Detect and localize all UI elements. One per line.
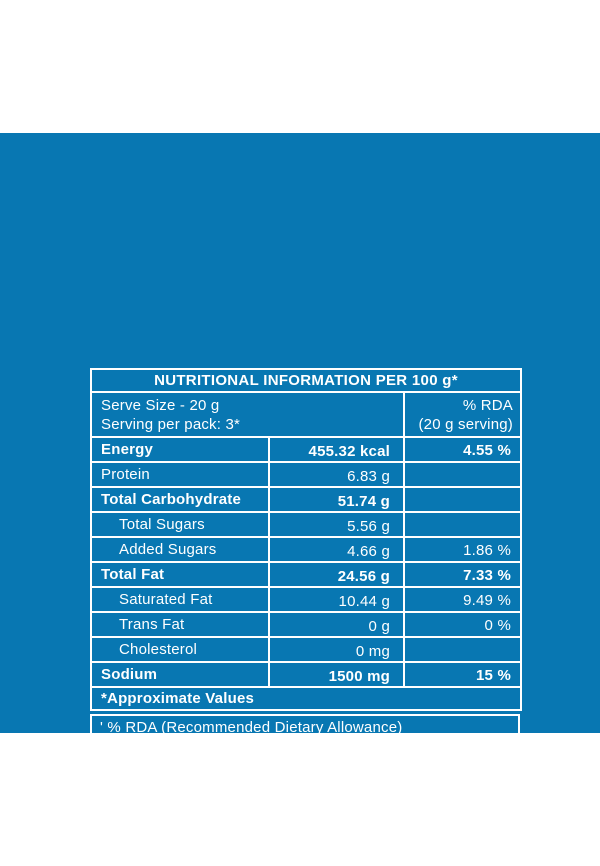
approximate-values-text: *Approximate Values	[90, 686, 522, 711]
row-protein: Protein 6.83 g	[90, 461, 522, 488]
rda-header-line2: (20 g serving)	[418, 415, 513, 433]
total-carbohydrate-rda	[403, 486, 522, 513]
row-sodium: Sodium 1500 mg 15 %	[90, 661, 522, 688]
total-fat-label: Total Fat	[90, 561, 270, 588]
blue-panel: NUTRITIONAL INFORMATION PER 100 g* Serve…	[0, 133, 600, 761]
total-fat-value: 24.56 g	[268, 561, 405, 588]
trans-fat-rda: 0 %	[403, 611, 522, 638]
rda-footnote-box: ' % RDA (Recommended Dietary Allowance) …	[90, 714, 520, 761]
energy-rda: 4.55 %	[403, 436, 522, 463]
rda-footnote-line2: values based on 2000 kcal diet.	[100, 738, 317, 755]
added-sugars-rda: 1.86 %	[403, 536, 522, 563]
energy-label: Energy	[90, 436, 270, 463]
row-energy: Energy 455.32 kcal 4.55 %	[90, 436, 522, 463]
serve-size-text: Serve Size - 20 g	[101, 396, 220, 414]
row-saturated-fat: Saturated Fat 10.44 g 9.49 %	[90, 586, 522, 613]
protein-value: 6.83 g	[268, 461, 405, 488]
total-sugars-label: Total Sugars	[90, 511, 270, 538]
row-cholesterol: Cholesterol 0 mg	[90, 636, 522, 663]
sodium-label: Sodium	[90, 661, 270, 688]
sodium-rda: 15 %	[403, 661, 522, 688]
nutrition-table: NUTRITIONAL INFORMATION PER 100 g* Serve…	[90, 368, 522, 711]
total-carbohydrate-label: Total Carbohydrate	[90, 486, 270, 513]
row-total-fat: Total Fat 24.56 g 7.33 %	[90, 561, 522, 588]
saturated-fat-label: Saturated Fat	[90, 586, 270, 613]
rda-header-line1: % RDA	[462, 396, 513, 414]
table-title-row: NUTRITIONAL INFORMATION PER 100 g*	[90, 368, 522, 393]
added-sugars-label: Added Sugars	[90, 536, 270, 563]
added-sugars-value: 4.66 g	[268, 536, 405, 563]
protein-rda	[403, 461, 522, 488]
cholesterol-rda	[403, 636, 522, 663]
total-sugars-rda	[403, 511, 522, 538]
serving-per-pack-text: Serving per pack: 3*	[101, 415, 241, 433]
row-total-carbohydrate: Total Carbohydrate 51.74 g	[90, 486, 522, 513]
protein-label: Protein	[90, 461, 270, 488]
row-trans-fat: Trans Fat 0 g 0 %	[90, 611, 522, 638]
saturated-fat-value: 10.44 g	[268, 586, 405, 613]
serve-info-row: Serve Size - 20 g Serving per pack: 3* %…	[90, 391, 522, 438]
saturated-fat-rda: 9.49 %	[403, 586, 522, 613]
rda-header-cell: % RDA (20 g serving)	[403, 391, 522, 438]
table-title: NUTRITIONAL INFORMATION PER 100 g*	[90, 368, 522, 393]
total-carbohydrate-value: 51.74 g	[268, 486, 405, 513]
total-sugars-value: 5.56 g	[268, 511, 405, 538]
sodium-value: 1500 mg	[268, 661, 405, 688]
approximate-values-row: *Approximate Values	[90, 686, 522, 711]
row-total-sugars: Total Sugars 5.56 g	[90, 511, 522, 538]
trans-fat-label: Trans Fat	[90, 611, 270, 638]
cholesterol-label: Cholesterol	[90, 636, 270, 663]
energy-value: 455.32 kcal	[268, 436, 405, 463]
total-fat-rda: 7.33 %	[403, 561, 522, 588]
serve-info-cell: Serve Size - 20 g Serving per pack: 3*	[90, 391, 405, 438]
rda-footnote-line1: ' % RDA (Recommended Dietary Allowance)	[100, 719, 403, 736]
row-added-sugars: Added Sugars 4.66 g 1.86 %	[90, 536, 522, 563]
trans-fat-value: 0 g	[268, 611, 405, 638]
cholesterol-value: 0 mg	[268, 636, 405, 663]
